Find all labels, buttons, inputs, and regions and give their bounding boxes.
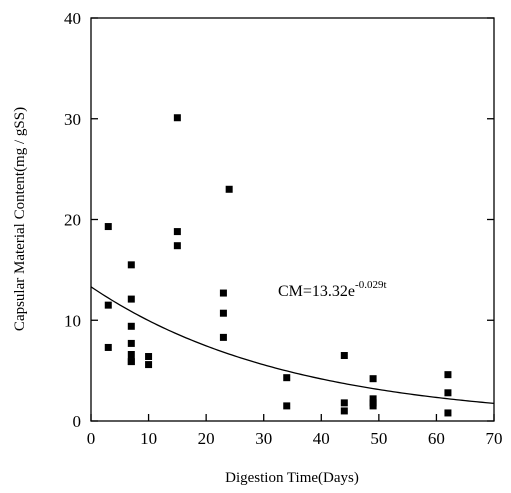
data-point [104,301,112,309]
data-point [444,371,452,379]
data-point [173,242,181,250]
data-point [444,409,452,417]
data-points [104,114,452,417]
x-tick-label: 0 [87,429,96,448]
x-tick-label: 50 [370,429,387,448]
data-point [145,361,153,369]
y-tick-label: 10 [64,311,81,330]
fit-curve [90,286,495,405]
x-tick-label: 30 [255,429,272,448]
data-point [340,399,348,407]
data-point [369,375,377,383]
data-point [145,353,153,361]
data-point [104,223,112,231]
data-point [173,114,181,122]
x-tick-label: 20 [198,429,215,448]
data-point [127,358,135,366]
data-point [283,402,291,410]
data-point [340,407,348,415]
data-point [127,351,135,358]
data-point [127,339,135,347]
data-point [283,374,291,382]
plot-frame [90,17,495,422]
y-tick-label: 30 [64,110,81,129]
x-tick-label: 10 [140,429,157,448]
data-point [173,228,181,236]
data-point [369,402,377,410]
data-point [369,395,377,403]
data-point [219,309,227,317]
y-tick-label: 20 [64,211,81,230]
y-axis-label: Capsular Material Content(mg / gSS) [12,107,28,331]
x-axis-label: Digestion Time(Days) [225,470,359,486]
data-point [444,389,452,397]
x-tick-label: 70 [486,429,503,448]
data-point [127,261,135,269]
fit-equation: CM=13.32e-0.029t [278,279,387,300]
y-tick-labels: 0 10 20 30 40 [64,9,81,431]
data-point [127,322,135,330]
data-point [104,343,112,351]
x-tick-labels: 0 10 20 30 40 50 60 70 [87,429,503,448]
data-point [127,295,135,303]
axis-ticks [90,17,495,422]
y-tick-label: 0 [73,412,82,431]
data-point [340,352,348,360]
data-point [225,185,233,193]
x-tick-label: 40 [313,429,330,448]
x-tick-label: 60 [428,429,445,448]
data-point [219,333,227,341]
y-tick-label: 40 [64,9,81,28]
fit-equation-exponent: -0.029t [355,279,386,291]
data-point [219,289,227,297]
